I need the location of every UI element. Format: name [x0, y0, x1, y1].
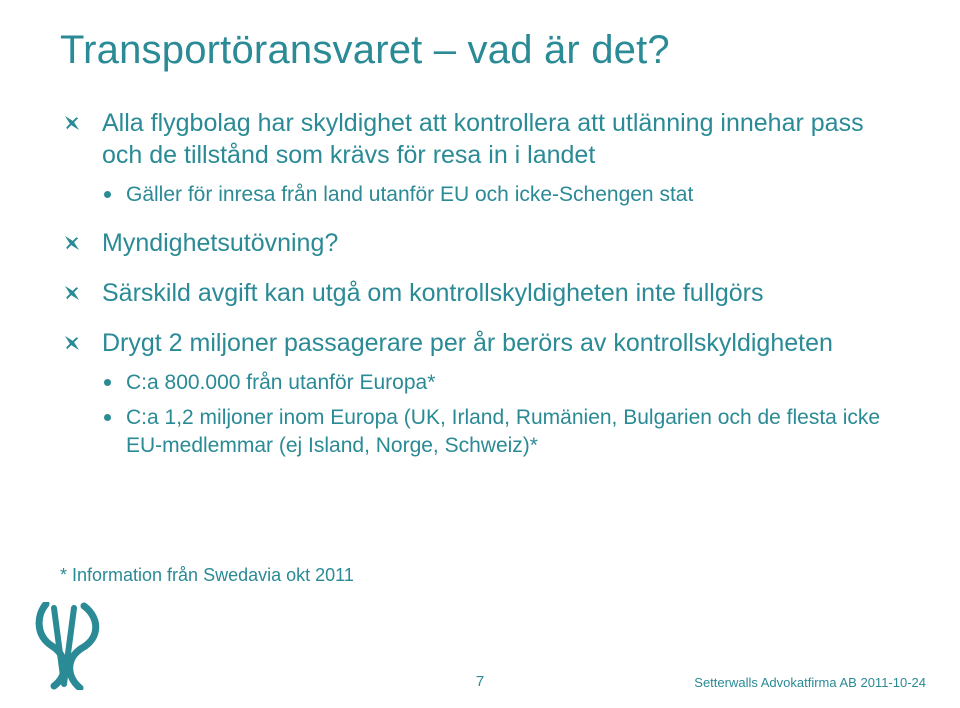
sub-list-item-text: C:a 800.000 från utanför Europa* — [126, 371, 435, 394]
list-item: Särskild avgift kan utgå om kontrollskyl… — [60, 277, 900, 309]
list-item: Myndighetsutövning? — [60, 227, 900, 259]
plane-icon — [60, 111, 84, 135]
list-item: Drygt 2 miljoner passagerare per år berö… — [60, 327, 900, 460]
slide: Transportöransvaret – vad är det? Alla f… — [0, 0, 960, 708]
plane-icon — [60, 231, 84, 255]
bullet-dot-icon — [104, 191, 111, 198]
list-item: Alla flygbolag har skyldighet att kontro… — [60, 107, 900, 209]
logo — [34, 602, 104, 690]
sub-list-item: Gäller för inresa från land utanför EU o… — [102, 181, 900, 209]
plane-icon — [60, 331, 84, 355]
footnote: * Information från Swedavia okt 2011 — [60, 565, 354, 586]
plane-icon — [60, 281, 84, 305]
bullet-dot-icon — [104, 379, 111, 386]
page-number: 7 — [476, 673, 484, 690]
list-item-text: Alla flygbolag har skyldighet att kontro… — [102, 109, 864, 169]
sub-list-item: C:a 1,2 miljoner inom Europa (UK, Irland… — [102, 404, 900, 459]
bullet-list: Alla flygbolag har skyldighet att kontro… — [60, 107, 900, 460]
sub-list: C:a 800.000 från utanför Europa* C:a 1,2… — [102, 369, 900, 460]
sub-list-item-text: C:a 1,2 miljoner inom Europa (UK, Irland… — [126, 406, 880, 457]
copyright: Setterwalls Advokatfirma AB 2011-10-24 — [694, 675, 926, 690]
sub-list: Gäller för inresa från land utanför EU o… — [102, 181, 900, 209]
list-item-text: Särskild avgift kan utgå om kontrollskyl… — [102, 279, 763, 307]
bullet-dot-icon — [104, 414, 111, 421]
list-item-text: Myndighetsutövning? — [102, 229, 338, 257]
list-item-text: Drygt 2 miljoner passagerare per år berö… — [102, 329, 833, 357]
sub-list-item-text: Gäller för inresa från land utanför EU o… — [126, 183, 693, 206]
page-title: Transportöransvaret – vad är det? — [60, 28, 900, 73]
sub-list-item: C:a 800.000 från utanför Europa* — [102, 369, 900, 397]
